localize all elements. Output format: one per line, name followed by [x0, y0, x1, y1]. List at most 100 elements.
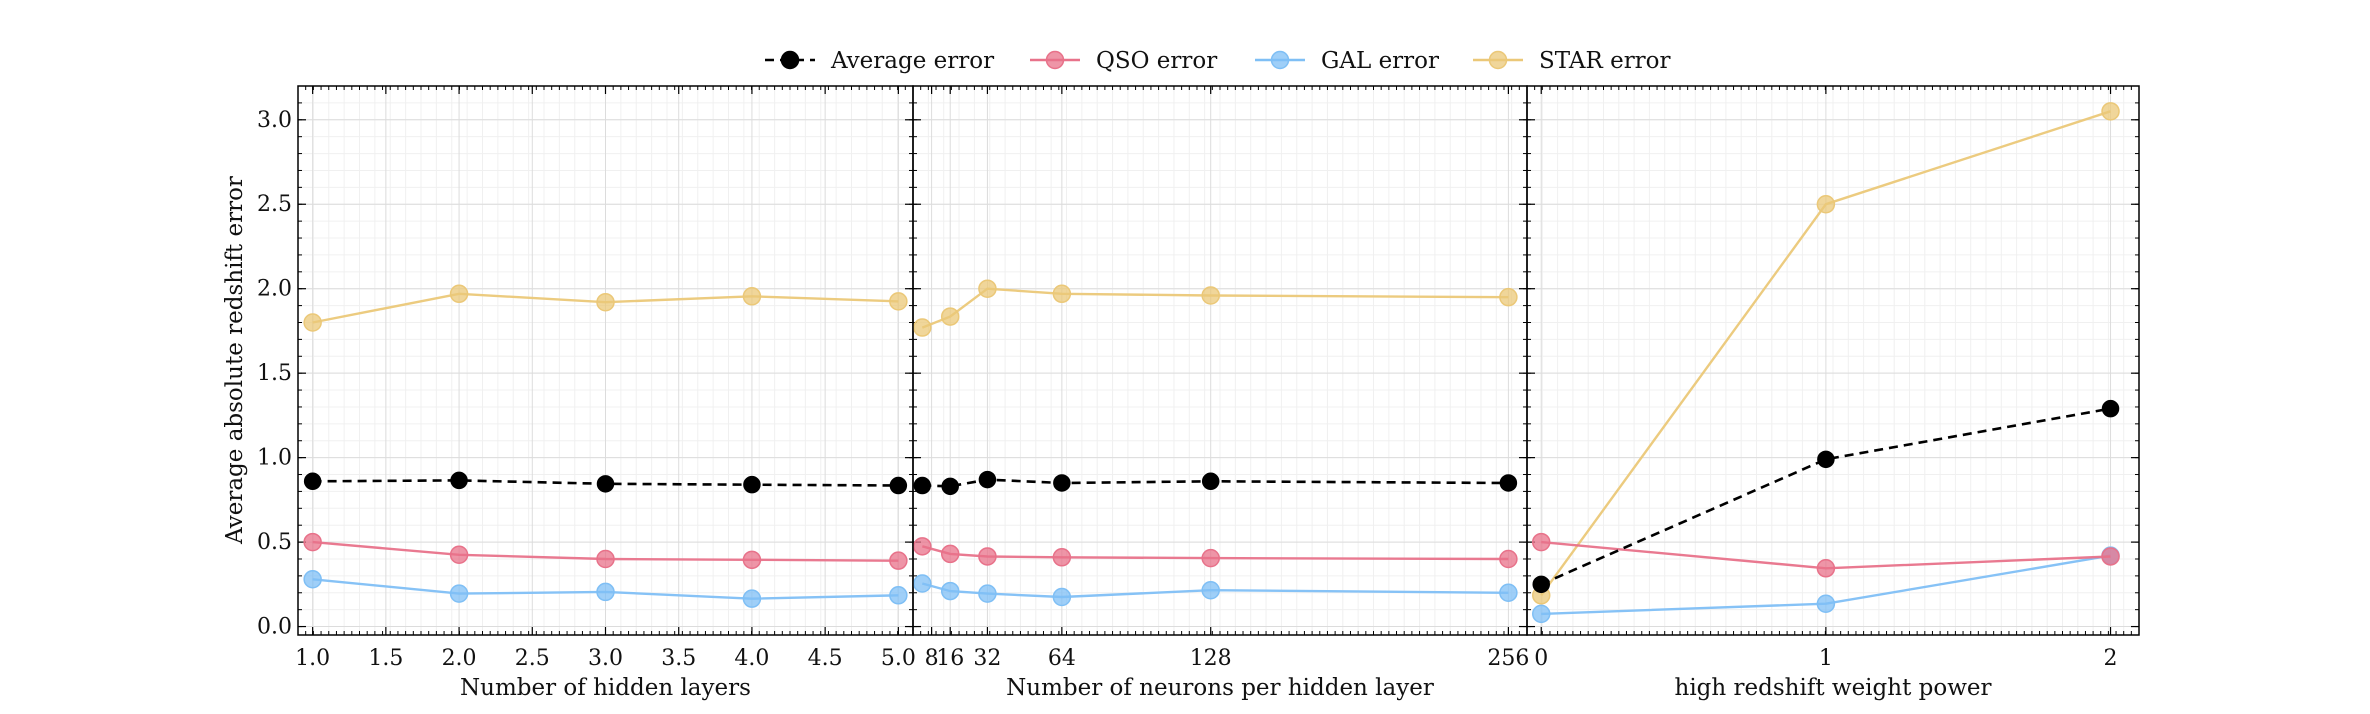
legend-label: STAR error [1539, 48, 1671, 74]
series-star [1531, 102, 2120, 605]
data-point [449, 584, 469, 603]
data-point [1201, 548, 1220, 568]
y-tick-label: 1.0 [257, 446, 292, 471]
data-point [940, 544, 960, 564]
subplot-3: 0 1 2 high redshift weight power [1526, 85, 2140, 701]
data-point [1531, 532, 1551, 552]
series-avg [303, 471, 908, 495]
data-point [1816, 194, 1836, 214]
legend-item-gal: GAL error [1255, 48, 1439, 74]
x-axis-label: Number of hidden layers [460, 675, 751, 701]
data-point [1816, 559, 1836, 578]
data-point [1053, 474, 1071, 492]
data-point [596, 292, 615, 312]
data-point [1817, 450, 1835, 469]
series-qso [913, 537, 1518, 569]
series-qso [303, 532, 908, 570]
data-point [889, 292, 908, 311]
data-point [1499, 583, 1518, 603]
data-point [889, 476, 908, 495]
x-tick-label: 4.0 [734, 646, 769, 671]
x-tick-label: 8 [925, 646, 939, 671]
x-tick-label: 128 [1190, 646, 1232, 671]
series-qso [1531, 532, 2120, 578]
x-tick-label: 2.5 [515, 646, 550, 671]
x-tick-label: 2 [2104, 646, 2118, 671]
data-point [742, 550, 762, 570]
subplots: 1.0 1.5 2.0 2.5 3.0 3.5 4.0 4.5 5.0 0.0 0.5 1.0 1.5 2… [257, 85, 2140, 701]
data-point [303, 472, 322, 491]
data-point [1201, 580, 1220, 600]
data-point [889, 551, 908, 570]
x-tick-label: 16 [936, 646, 964, 671]
data-point [941, 477, 959, 496]
y-tick-label: 0.0 [257, 615, 292, 640]
legend: Average error QSO error GAL error STAR erro… [765, 48, 1671, 74]
data-point [913, 318, 932, 337]
x-tick-label: 1.5 [368, 646, 403, 671]
data-point [303, 532, 322, 552]
data-point [1201, 472, 1220, 491]
data-point [978, 547, 997, 566]
x-tick-label: 3.5 [661, 646, 696, 671]
data-point [913, 476, 932, 495]
y-tick-label: 1.5 [257, 361, 292, 386]
y-tick-label: 3.0 [257, 108, 292, 133]
data-point [1052, 284, 1072, 304]
legend-marker [1045, 50, 1065, 70]
series-star [913, 279, 1518, 337]
data-point [449, 284, 469, 304]
x-tick-label: 3.0 [588, 646, 623, 671]
y-tick-label: 0.5 [257, 530, 292, 555]
subplot-1: 1.0 1.5 2.0 2.5 3.0 3.5 4.0 4.5 5.0 0.0 0.5 1.0 1.5 2… [257, 85, 916, 701]
legend-label: Average error [830, 48, 994, 74]
data-point [913, 537, 932, 556]
x-tick-label: 32 [973, 646, 1001, 671]
data-point [940, 307, 960, 326]
subplot-2: 816 32 64 128 256 Number of neurons per hidde… [912, 85, 1529, 701]
x-tick-label: 64 [1048, 646, 1076, 671]
legend-item-star: STAR error [1473, 48, 1671, 74]
legend-item-qso: QSO error [1030, 48, 1217, 74]
x-tick-label: 1 [1819, 646, 1833, 671]
data-point [596, 475, 615, 493]
data-point [1499, 549, 1518, 569]
legend-item-avg: Average error [765, 48, 994, 74]
y-tick-label: 2.5 [257, 192, 292, 217]
data-point [596, 549, 615, 569]
data-point [596, 582, 615, 602]
data-point [303, 313, 322, 332]
data-point [1499, 474, 1518, 492]
data-point [978, 470, 997, 489]
y-tick-label: 2.0 [257, 277, 292, 302]
data-point [1532, 575, 1550, 594]
x-tick-label: 1.0 [295, 646, 330, 671]
data-point [1499, 287, 1518, 307]
x-tick-label: 2.0 [442, 646, 477, 671]
data-point [2101, 399, 2120, 418]
x-axis-label: high redshift weight power [1675, 675, 1992, 701]
legend-marker [1488, 50, 1508, 70]
x-tick-label: 5.0 [881, 646, 916, 671]
legend-marker [780, 50, 800, 70]
data-point [940, 581, 960, 601]
data-point [449, 545, 469, 565]
data-point [978, 279, 997, 298]
data-point [742, 287, 762, 306]
data-point [1052, 548, 1072, 567]
series-gal [913, 574, 1518, 607]
data-point [303, 570, 322, 589]
data-point [889, 586, 908, 605]
series-star [303, 284, 908, 332]
data-point [743, 475, 761, 494]
series-avg [1532, 399, 2120, 594]
data-point [913, 574, 932, 593]
series-avg [913, 470, 1518, 496]
x-tick-label: 256 [1487, 646, 1529, 671]
data-point [742, 589, 762, 608]
series-line [1540, 407, 2111, 586]
data-point [450, 471, 468, 490]
x-tick-label: 4.5 [808, 646, 843, 671]
data-point [1052, 587, 1072, 607]
data-point [2101, 547, 2120, 566]
